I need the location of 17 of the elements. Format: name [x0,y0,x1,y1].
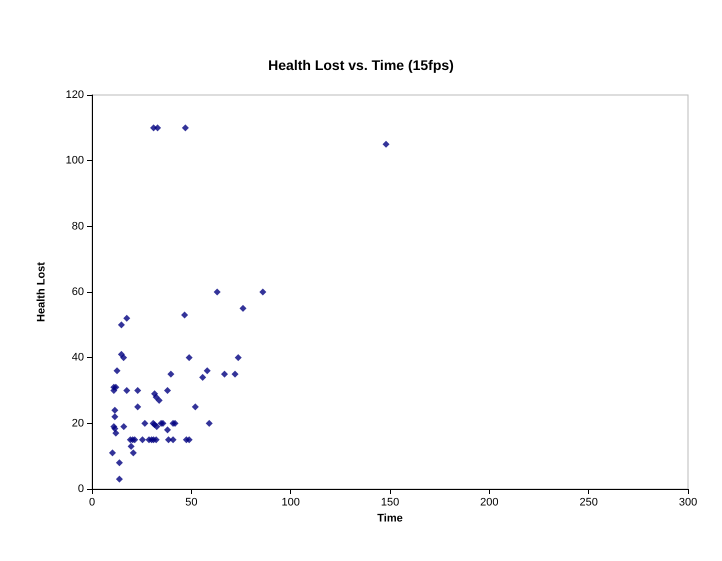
y-axis-title: Health Lost [36,262,48,322]
x-tick-label: 50 [185,496,198,508]
y-tick-label: 40 [72,352,84,364]
x-axis-title: Time [377,512,403,524]
y-tick-label: 100 [66,154,84,167]
x-tick-label: 150 [380,496,400,508]
y-tick-label: 0 [78,483,84,495]
x-tick-label: 250 [579,496,598,508]
y-tick-label: 60 [72,286,84,298]
y-tick-label: 120 [66,89,84,101]
x-tick-label: 100 [281,496,300,508]
y-tick-label: 20 [72,417,84,430]
chart-title: Health Lost vs. Time (15fps) [268,57,454,73]
x-tick-label: 200 [480,496,499,508]
x-tick-label: 0 [88,496,96,508]
x-tick-label: 300 [678,496,698,508]
y-tick-label: 80 [72,220,84,232]
